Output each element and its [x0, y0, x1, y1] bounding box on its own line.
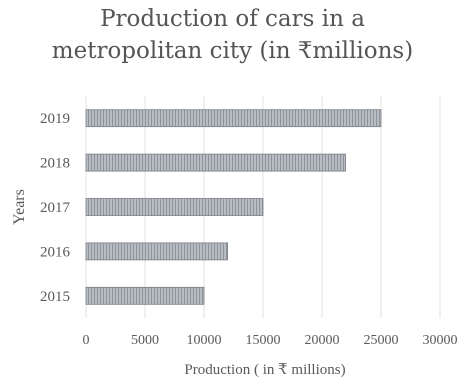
x-tick-label-15000: 15000 [246, 333, 281, 348]
x-tick-label-10000: 10000 [187, 333, 222, 348]
chart-title-line-2: metropolitan city (in ₹millions) [51, 38, 414, 64]
bar-2015 [85, 286, 205, 305]
y-category-label-2019: 2019 [40, 111, 70, 127]
bar-2017 [85, 198, 264, 216]
y-category-label-2018: 2018 [40, 156, 70, 172]
x-tick-label-5000: 5000 [131, 333, 159, 348]
bar-2019 [85, 109, 382, 128]
y-category-label-2016: 2016 [40, 244, 71, 260]
bar-2018 [85, 153, 347, 172]
y-category-labels: 2015 2016 2017 2018 2019 [40, 111, 71, 305]
y-axis-label: Years [11, 189, 28, 225]
y-category-label-2015: 2015 [40, 289, 70, 305]
x-tick-label-20000: 20000 [305, 333, 340, 348]
bars [85, 109, 382, 305]
x-tick-label-0: 0 [83, 333, 90, 348]
x-tick-label-30000: 30000 [423, 333, 458, 348]
bar-2016 [85, 242, 229, 261]
x-axis-label: Production ( in ₹ millions) [184, 362, 345, 378]
y-category-label-2017: 2017 [40, 200, 71, 216]
x-tick-labels: 0 5000 10000 15000 20000 25000 30000 [83, 333, 458, 348]
x-tick-label-25000: 25000 [364, 333, 399, 348]
chart-title-line-1: Production of cars in a [100, 6, 365, 32]
